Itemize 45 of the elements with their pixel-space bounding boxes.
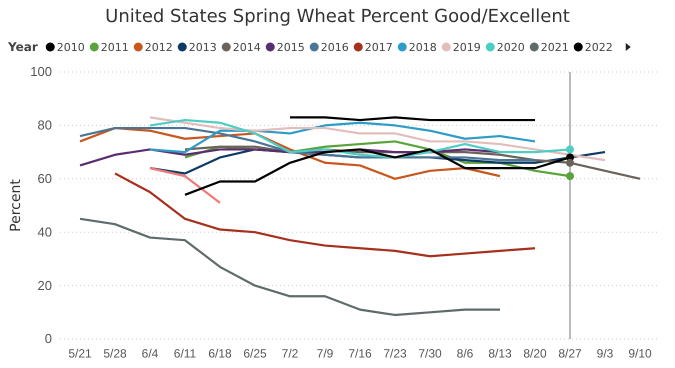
legend-label: 2015: [276, 41, 305, 54]
x-tick-label: 9/10: [628, 346, 652, 361]
legend-label: 2016: [320, 41, 349, 54]
legend-label: 2022: [584, 41, 613, 54]
line-series: [78, 126, 536, 162]
x-tick-label: 6/25: [243, 346, 267, 361]
chart-title: United States Spring Wheat Percent Good/Excellent: [105, 6, 570, 27]
x-tick-label: 7/16: [348, 346, 372, 361]
y-tick-label: 0: [44, 331, 52, 346]
x-tick-label: 8/13: [488, 346, 512, 361]
line-series: [148, 116, 606, 162]
x-tick-label: 6/11: [174, 346, 197, 361]
legend-label: 2021: [540, 41, 569, 54]
legend-label: 2020: [496, 41, 525, 54]
x-tick-label: 8/27: [558, 346, 582, 361]
x-tick-label: 6/4: [142, 346, 159, 361]
legend-label: 2011: [100, 41, 129, 54]
y-axis-title: Percent: [8, 178, 24, 232]
legend-label: 2012: [144, 41, 173, 54]
x-tick-label: 7/23: [383, 346, 407, 361]
legend-label: 2018: [408, 41, 437, 54]
line-series: [114, 172, 536, 258]
x-tick-label: 7/2: [282, 346, 299, 361]
y-tick-label: 40: [38, 224, 52, 240]
line-series: [78, 218, 502, 316]
legend-title: Year: [7, 40, 38, 54]
x-tick-label: 5/21: [68, 346, 92, 361]
legend-label: 2017: [364, 41, 393, 54]
line-series: [148, 122, 536, 154]
legend-label: 2013: [188, 41, 217, 54]
y-tick-label: 60: [38, 170, 52, 186]
legend-label: 2019: [452, 41, 481, 54]
x-tick-label: 7/30: [418, 346, 442, 361]
y-tick-label: 20: [38, 278, 52, 293]
x-tick-label: 6/18: [208, 346, 232, 361]
y-tick-label: 100: [30, 64, 52, 80]
y-tick-label: 80: [38, 118, 52, 133]
legend-label: 2010: [56, 41, 85, 54]
x-tick-label: 8/20: [523, 346, 547, 361]
x-tick-label: 8/6: [456, 346, 474, 361]
x-tick-label: 7/9: [316, 346, 334, 361]
legend-label: 2014: [232, 41, 261, 54]
x-tick-label: 9/3: [596, 346, 614, 361]
line-series: [78, 126, 502, 180]
x-tick-label: 5/28: [103, 346, 127, 361]
